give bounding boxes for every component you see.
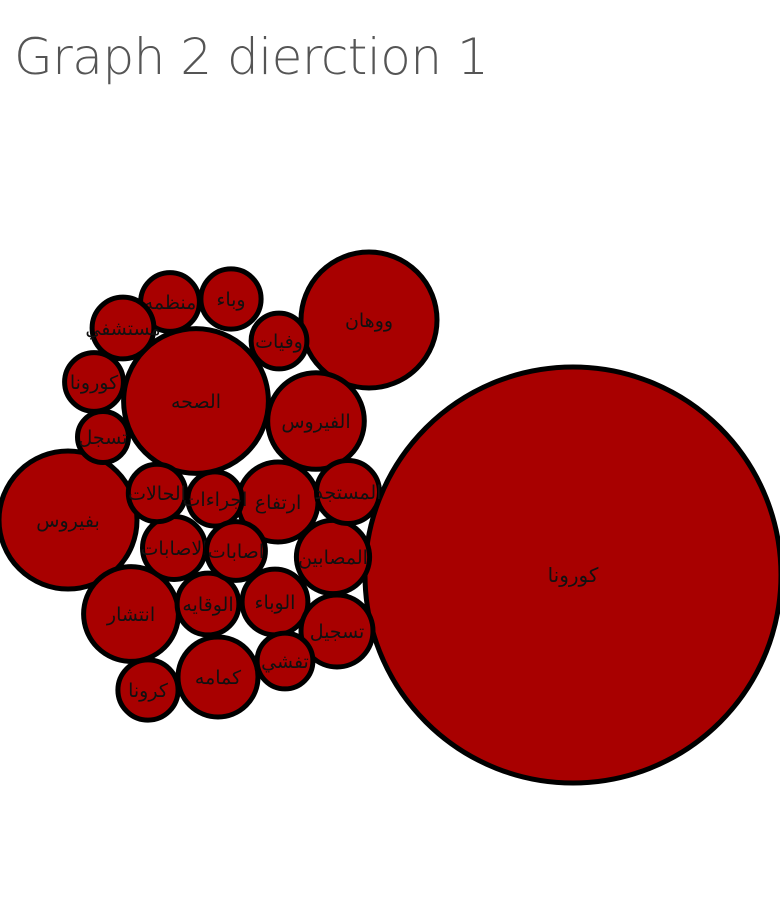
bubble-label: تسجيل: [310, 621, 365, 643]
bubble-label: وفيات: [255, 331, 303, 353]
bubble-circle: [75, 409, 131, 465]
bubble-label: كورونا: [70, 372, 119, 394]
bubble-circle: [198, 266, 264, 332]
bubble: كورونا: [362, 364, 780, 786]
bubble-label: المستجد: [315, 482, 382, 504]
bubble: تسجيل: [298, 592, 376, 670]
bubble-label: بفيروس: [36, 510, 100, 532]
bubble: ووهان: [298, 249, 440, 391]
bubble: تفشي: [254, 630, 316, 692]
bubble-label: كرونا: [128, 680, 169, 702]
bubble-label: الحالات: [128, 483, 186, 505]
bubble-circle: [175, 634, 261, 720]
bubble: تسجل: [75, 409, 131, 465]
bubble-circle: [298, 249, 440, 391]
bubble-circle: [185, 469, 245, 529]
bubble: الصحه: [121, 326, 271, 476]
bubble-circle: [174, 570, 242, 638]
bubble-circle: [298, 592, 376, 670]
bubble-label: الوباء: [255, 592, 296, 614]
bubble-circle: [314, 458, 382, 526]
bubble: المستجد: [314, 458, 382, 526]
bubble-label: الاصابات: [140, 538, 207, 560]
bubble-circle: [265, 370, 367, 472]
bubble: كرونا: [115, 657, 181, 723]
bubble: الاصابات: [140, 514, 208, 582]
bubble-label: انتشار: [106, 604, 155, 626]
bubble-label: منظمه: [144, 292, 197, 314]
bubble: اجراءات: [183, 469, 248, 529]
bubble-label: كمامه: [195, 667, 242, 689]
bubble-circle: [121, 326, 271, 476]
bubble-label: كورونا: [548, 563, 599, 587]
bubble: كمامه: [175, 634, 261, 720]
bubble: الوباء: [239, 566, 311, 638]
bubble-circle: [0, 448, 140, 592]
bubble: ارتفاع: [235, 459, 321, 545]
bubble-label: اجراءات: [183, 489, 248, 511]
bubble: الحالات: [125, 461, 189, 525]
bubble: وباء: [198, 266, 264, 332]
bubble-label: الصحه: [171, 391, 221, 413]
bubble-label: الفيروس: [281, 411, 350, 433]
bubble: الوقايه: [174, 570, 242, 638]
bubble-circle: [89, 294, 157, 362]
bubble: مستشفي: [85, 294, 161, 362]
bubble-circle: [254, 630, 316, 692]
chart-title: Graph 2 dierction 1: [14, 28, 489, 86]
bubble-label: المصابين: [298, 547, 368, 569]
bubble: كورونا: [62, 350, 126, 414]
bubble: بفيروس: [0, 448, 140, 592]
bubble: الفيروس: [265, 370, 367, 472]
bubble-label: ووهان: [345, 310, 393, 332]
bubble-label: اصابات: [208, 541, 264, 563]
bubble-label: الوقايه: [182, 594, 233, 616]
bubble: المصابين: [293, 517, 373, 597]
bubble-circle: [204, 519, 268, 583]
bubble-label: تفشي: [261, 651, 309, 673]
bubble-circle: [115, 657, 181, 723]
bubble: انتشار: [81, 564, 181, 664]
bubble-label: مستشفي: [85, 318, 160, 340]
bubble: وفيات: [248, 310, 310, 372]
bubble-label: ارتفاع: [255, 492, 301, 514]
bubble-circle: [248, 310, 310, 372]
bubble-circle: [125, 461, 189, 525]
bubble-label: تسجل: [79, 427, 128, 449]
bubble: اصابات: [204, 519, 268, 583]
bubble-label: وباء: [216, 289, 245, 311]
